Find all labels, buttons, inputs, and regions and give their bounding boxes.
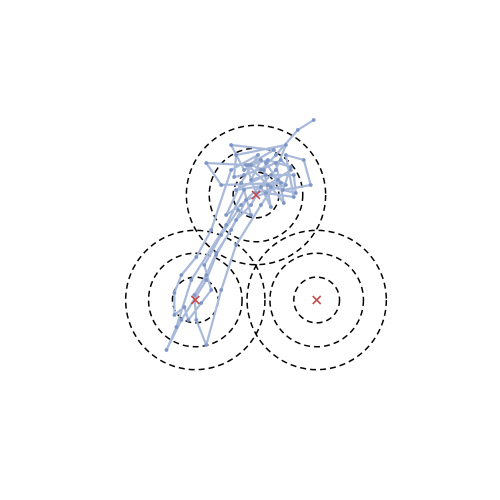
trajectory-point: [264, 173, 268, 177]
trajectory-point: [244, 198, 248, 202]
trajectory-point: [179, 273, 184, 277]
trajectory-point: [272, 148, 276, 152]
contour-ring-1-2: [208, 147, 304, 243]
trajectory-point: [234, 153, 239, 157]
trajectory-point: [249, 203, 253, 207]
trajectory-point: [266, 158, 270, 162]
trajectory-point: [214, 251, 219, 255]
trajectory-point: [278, 158, 283, 162]
trajectory-point: [229, 228, 234, 232]
trajectory-point: [192, 293, 197, 297]
trajectory-point: [224, 223, 229, 227]
trajectory-point: [249, 178, 253, 182]
trajectory-point: [256, 153, 260, 157]
trajectory-point: [291, 195, 296, 199]
contour-ring-3-2: [269, 252, 365, 348]
trajectory-point: [288, 168, 293, 172]
trajectory-point: [204, 273, 209, 277]
contour-ring-3-3: [246, 229, 388, 371]
trajectory-point: [236, 208, 240, 212]
trajectory-point: [301, 158, 306, 162]
trajectory-point: [209, 288, 214, 292]
trajectory-point: [219, 233, 224, 237]
contour-rings: [124, 124, 388, 371]
trajectory-point: [266, 183, 270, 187]
trajectory-point: [229, 168, 234, 172]
trajectory-point: [224, 213, 229, 217]
trajectory-point: [273, 168, 278, 172]
trajectory-point: [264, 161, 268, 165]
trajectory-point: [291, 173, 296, 177]
center-marker-2: [190, 295, 200, 305]
trajectory-point: [182, 305, 187, 309]
contour-ring-3-1: [293, 276, 341, 324]
trajectory-point: [204, 343, 209, 347]
trajectory-point: [242, 168, 246, 172]
trajectory-point: [288, 165, 293, 169]
contour-ring-1-3: [185, 124, 327, 266]
trajectory-point: [234, 243, 239, 247]
trajectory-point: [249, 213, 253, 217]
trajectory-point: [172, 291, 177, 295]
trajectory-point: [308, 183, 313, 187]
trajectory-point: [179, 318, 184, 322]
trajectory-point: [209, 228, 214, 232]
trajectory-point: [239, 203, 243, 207]
trajectory-point: [259, 185, 263, 189]
trajectory-point: [269, 173, 273, 177]
trajectory-point: [189, 278, 194, 282]
trajectory-point: [311, 118, 316, 122]
trajectory-point: [264, 191, 268, 195]
trajectory-point: [194, 255, 199, 259]
trajectory-point: [234, 218, 239, 222]
trajectory-point: [273, 161, 278, 165]
trajectory-point: [204, 161, 209, 165]
trajectory-point: [283, 183, 288, 187]
trajectory-point: [281, 201, 286, 205]
trajectory-point: [234, 188, 239, 192]
trajectory-point: [249, 163, 253, 167]
trajectory-point: [273, 153, 278, 157]
trajectory-point: [242, 188, 246, 192]
trajectory-point: [239, 181, 243, 185]
trajectory-line: [165, 118, 315, 352]
trajectory-point: [278, 181, 283, 185]
trajectory-point: [280, 188, 285, 192]
trajectory-point: [219, 288, 224, 292]
trajectory-point: [259, 158, 263, 162]
trajectory-point: [283, 143, 288, 147]
trajectory-series: [164, 118, 316, 352]
contour-ring-2-3: [124, 229, 266, 371]
trajectory-point: [283, 153, 288, 157]
trajectory-point: [269, 205, 273, 209]
trajectory-point: [164, 348, 169, 352]
trajectory-point: [244, 163, 248, 167]
trajectory-point: [219, 183, 224, 187]
trajectory-point: [259, 203, 263, 207]
trajectory-point: [293, 191, 298, 195]
trajectory-point: [232, 175, 237, 179]
center-marker-1: [251, 190, 261, 200]
trajectory-point: [262, 168, 266, 172]
trajectory-point: [204, 278, 209, 282]
trajectory-point: [172, 313, 177, 317]
trajectory-point: [269, 185, 273, 189]
trajectory-point: [295, 128, 300, 132]
trajectory-point: [229, 143, 234, 147]
center-marker-3: [312, 295, 322, 305]
trajectory-point: [194, 318, 199, 322]
trajectory-point: [199, 301, 204, 305]
trajectory-point: [259, 168, 263, 172]
contour-ring-2-2: [147, 252, 243, 348]
trajectory-point: [174, 325, 179, 329]
center-markers: [190, 190, 322, 305]
trajectory-point: [275, 178, 280, 182]
trajectory-point: [186, 318, 191, 322]
trajectory-point: [242, 173, 246, 177]
trajectory-point: [202, 263, 207, 267]
